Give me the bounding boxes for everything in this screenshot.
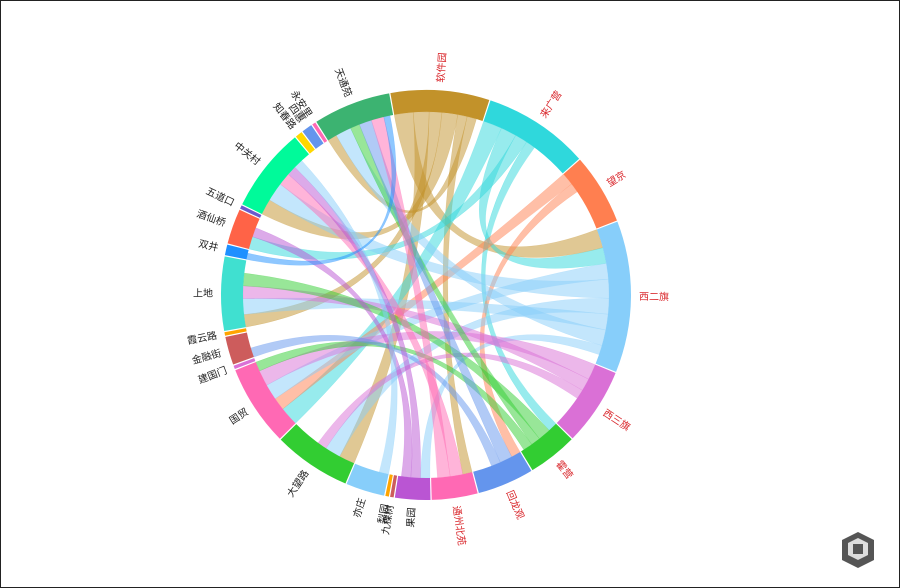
node-arc [521, 423, 572, 471]
node-arc [431, 472, 478, 500]
node-arc [556, 364, 616, 439]
node-arc [385, 474, 393, 497]
node-arc [225, 332, 254, 365]
node-arc [233, 358, 256, 370]
node-arc [563, 159, 617, 229]
ribbon [479, 183, 578, 457]
node-arc [390, 475, 398, 498]
ribbon [350, 124, 540, 445]
node-label: 上地 [193, 286, 213, 299]
ribbon [420, 334, 603, 479]
node-label: 果园 [405, 507, 418, 528]
node-arc [390, 90, 490, 121]
node-arc [227, 209, 260, 249]
node-arc [394, 475, 431, 501]
node-label: 西二旗 [639, 290, 669, 303]
node-arc [224, 328, 247, 336]
node-arc [346, 463, 389, 496]
node-arc [302, 125, 324, 149]
node-label: 双井 [197, 237, 219, 254]
node-label: 软件园 [434, 52, 449, 83]
node-arc [242, 137, 310, 215]
node-arc [235, 362, 296, 439]
node-arc [316, 93, 394, 141]
logo [842, 532, 874, 568]
node-arc [280, 424, 355, 484]
node-arc [295, 132, 315, 154]
node-arc [220, 256, 247, 332]
node-arc [312, 122, 328, 143]
node-arc [473, 451, 532, 494]
node-arc [595, 221, 631, 372]
node-arc [240, 205, 262, 218]
node-label: 梨园 [375, 503, 392, 525]
node-arc [483, 100, 580, 174]
node-arc [224, 244, 249, 260]
